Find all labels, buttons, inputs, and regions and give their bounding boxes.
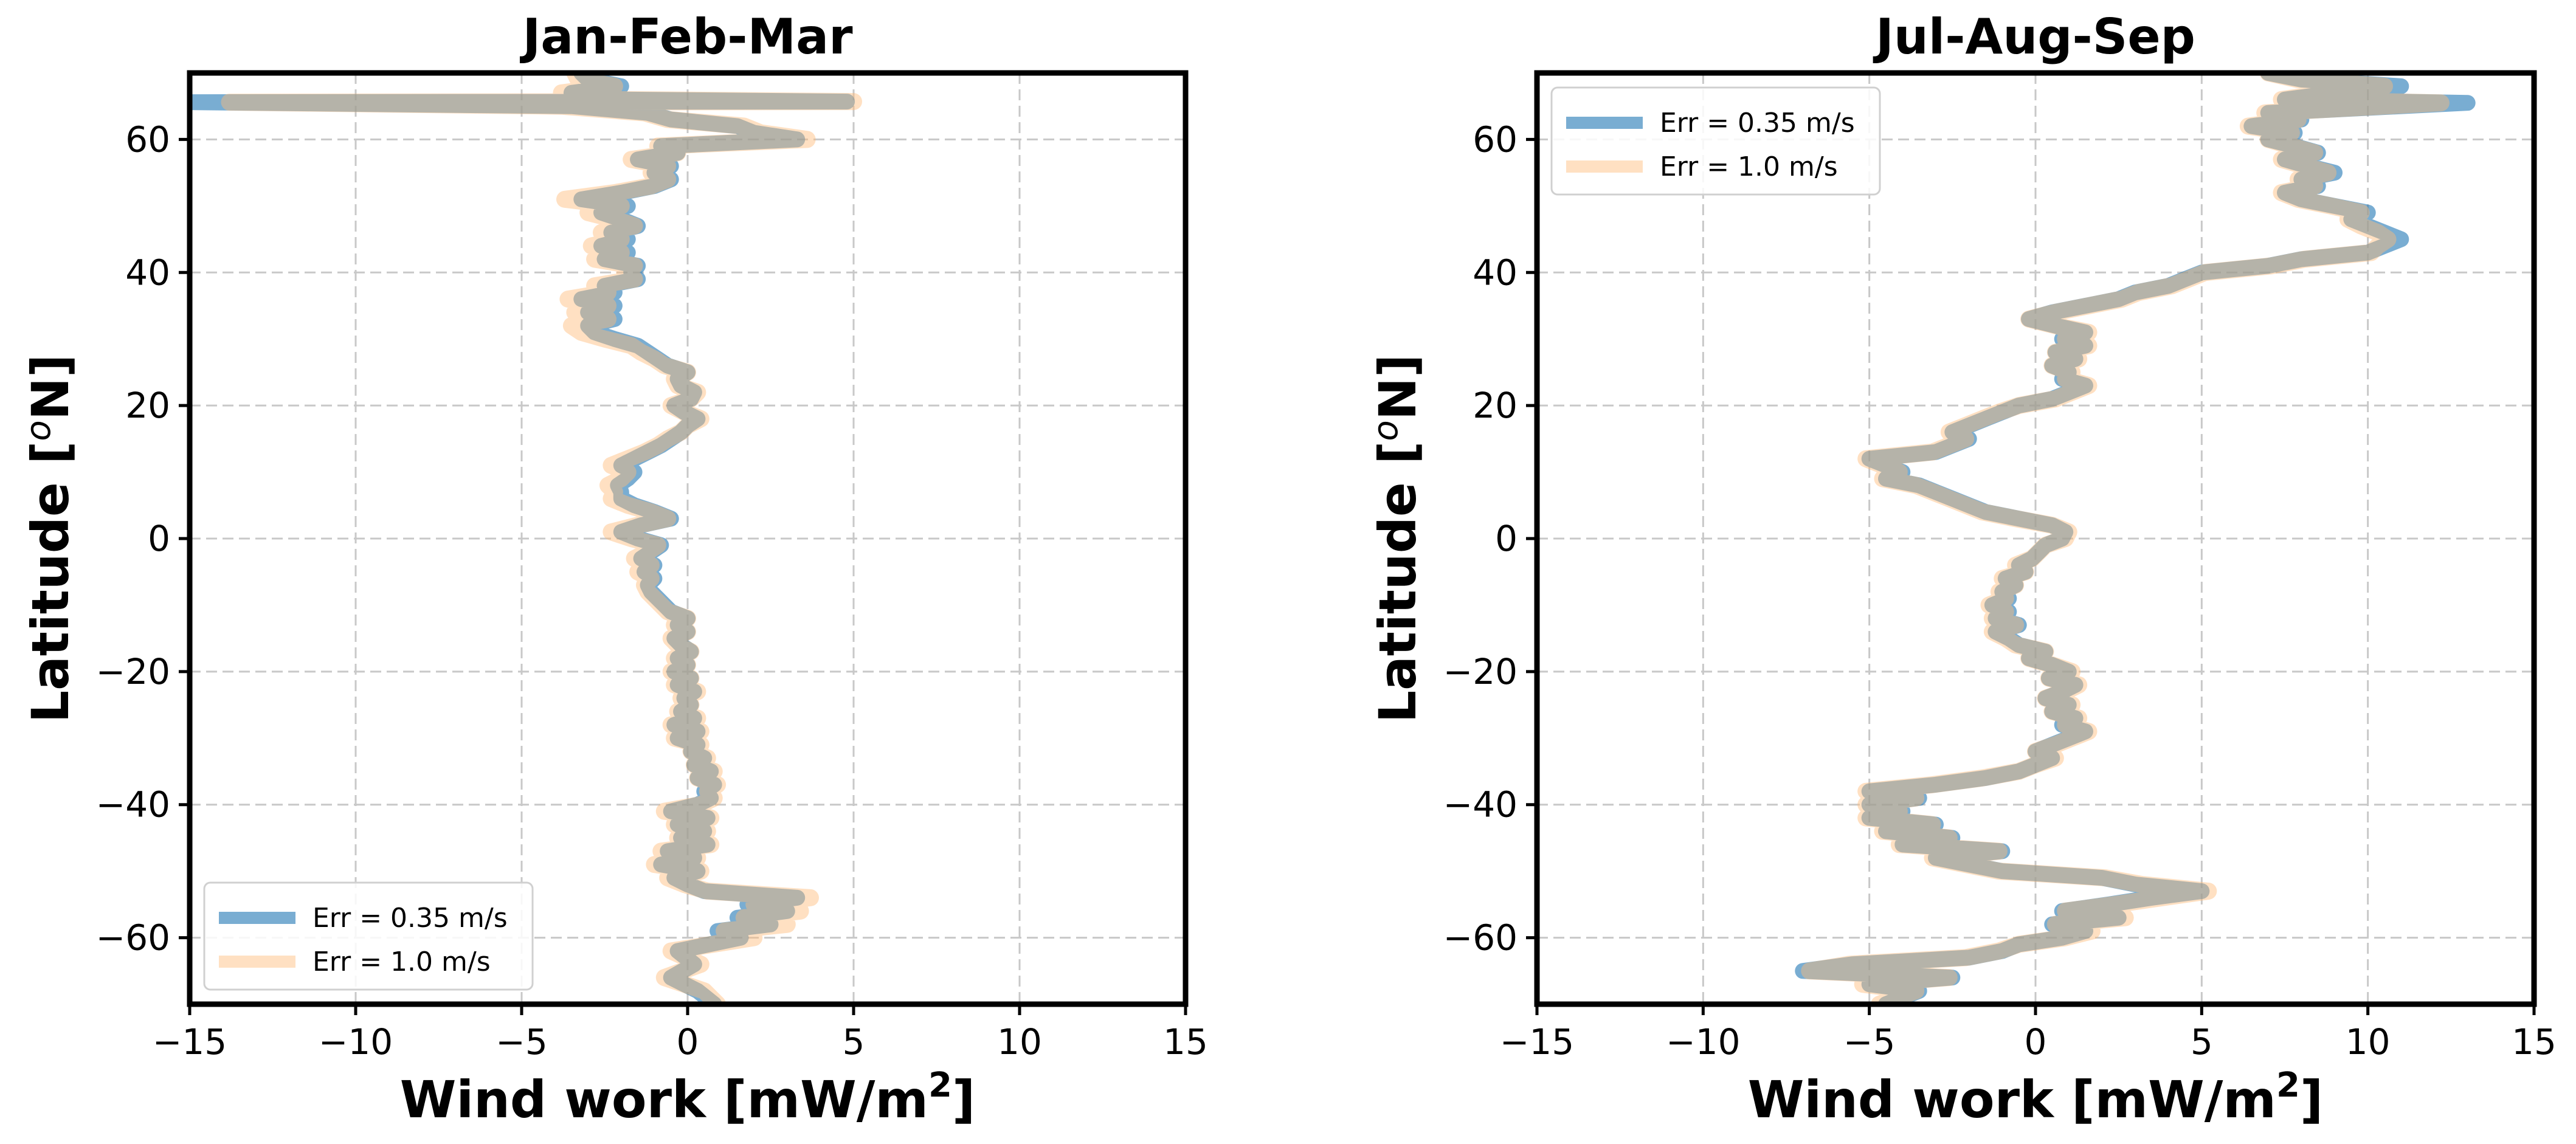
y-tick-label: 0 (148, 518, 170, 559)
x-tick-label: 5 (2191, 1021, 2213, 1063)
y-tick-label: 40 (125, 252, 170, 293)
x-axis-label: Wind work [mW/m2] (1748, 1066, 2324, 1129)
series-group (1795, 73, 2476, 1004)
panel-title: Jul-Aug-Sep (1873, 9, 2195, 65)
legend: Err = 0.35 m/s Err = 1.0 m/s (203, 881, 534, 991)
y-tick-label: 20 (1473, 385, 1518, 426)
y-tick-label: 40 (1473, 252, 1518, 293)
series-line-err-10 (221, 73, 862, 1004)
x-tick-label: −10 (1666, 1021, 1740, 1063)
series-line-err-10 (1801, 73, 2450, 1004)
y-axis-label-sup: o (1366, 420, 1406, 441)
legend-entry-label: Err = 1.0 m/s (313, 946, 491, 977)
x-tick-label: 0 (677, 1021, 699, 1063)
y-axis-label-end: N] (21, 354, 80, 421)
legend-entry-label: Err = 0.35 m/s (313, 903, 508, 934)
legend-entry-label: Err = 1.0 m/s (1660, 151, 1838, 182)
y-axis-label-sup: o (19, 420, 58, 441)
x-axis-label-end: ] (2300, 1070, 2323, 1129)
y-axis-label: Latitude [oN] (1366, 354, 1428, 723)
x-tick-label: 15 (2512, 1021, 2557, 1063)
legend-box (1550, 86, 1881, 196)
x-axis-label-sup: 2 (928, 1066, 952, 1105)
x-tick-label: 10 (997, 1021, 1042, 1063)
series-line-err-035 (1795, 73, 2476, 1004)
y-tick-label: 20 (125, 385, 170, 426)
x-tick-label: 5 (843, 1021, 865, 1063)
y-tick-label: −60 (1443, 917, 1518, 959)
y-axis-label-end: N] (1368, 354, 1428, 421)
y-axis-label-main: Latitude [ (21, 441, 80, 723)
x-axis-label: Wind work [mW/m2] (400, 1066, 976, 1129)
x-tick-label: −15 (1500, 1021, 1574, 1063)
x-axis-label-sup: 2 (2276, 1066, 2300, 1105)
y-tick-label: −40 (1443, 784, 1518, 825)
panel-title: Jan-Feb-Mar (519, 9, 853, 65)
series-line-err-035 (190, 73, 855, 1004)
y-tick-label: −20 (96, 651, 170, 692)
x-tick-label: −5 (496, 1021, 548, 1063)
x-tick-label: 15 (1163, 1021, 1208, 1063)
y-tick-label: −20 (1443, 651, 1518, 692)
panel-jan-feb-mar: −15 −10 −5 0 5 10 15 −60 −40 −20 0 20 40 60 Jan-Feb-Ma… (19, 9, 1208, 1129)
series-group (190, 73, 862, 1004)
x-tick-label: 0 (2025, 1021, 2047, 1063)
y-axis-label: Latitude [oN] (19, 354, 80, 723)
legend-entry-label: Err = 0.35 m/s (1660, 108, 1855, 139)
x-tick-label: −15 (153, 1021, 227, 1063)
x-tick-label: 10 (2346, 1021, 2391, 1063)
x-axis-label-main: Wind work [mW/m (1748, 1070, 2276, 1129)
y-tick-label: −60 (96, 917, 170, 959)
x-axis-label-end: ] (952, 1070, 975, 1129)
x-tick-label: −5 (1843, 1021, 1896, 1063)
y-tick-label: 0 (1495, 518, 1518, 559)
y-tick-label: −40 (96, 784, 170, 825)
x-axis-label-main: Wind work [mW/m (400, 1070, 928, 1129)
legend: Err = 0.35 m/s Err = 1.0 m/s (1550, 86, 1881, 196)
y-tick-label: 60 (125, 119, 170, 160)
panel-jul-aug-sep: −15 −10 −5 0 5 10 15 −60 −40 −20 0 20 40 60 Jul-Aug-Se… (1366, 9, 2557, 1129)
x-tick-label: −10 (319, 1021, 393, 1063)
y-axis-label-main: Latitude [ (1368, 441, 1428, 723)
y-tick-label: 60 (1473, 119, 1518, 160)
legend-box (203, 881, 534, 991)
